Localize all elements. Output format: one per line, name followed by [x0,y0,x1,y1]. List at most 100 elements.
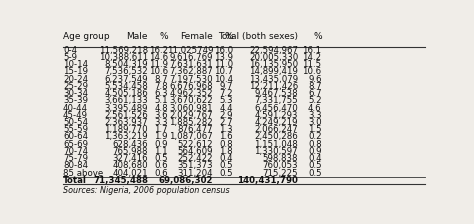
Text: 0.8: 0.8 [308,140,322,149]
Text: 404,021: 404,021 [112,168,148,177]
Text: 10.6: 10.6 [149,67,168,76]
Text: 0-4: 0-4 [63,46,77,55]
Text: 3.0: 3.0 [308,118,322,127]
Text: 7,362,887: 7,362,887 [169,67,213,76]
Text: 6,237,549: 6,237,549 [104,75,148,84]
Text: 16.2: 16.2 [149,46,168,55]
Text: 8.7: 8.7 [308,82,322,91]
Text: 7,197,530: 7,197,530 [170,75,213,84]
Text: 0.5: 0.5 [219,161,233,170]
Text: 0.2: 0.2 [308,132,322,141]
Text: 85 above: 85 above [63,168,103,177]
Text: 1,087,067: 1,087,067 [169,132,213,141]
Text: 1.6: 1.6 [219,132,233,141]
Text: 16.1: 16.1 [302,46,322,55]
Text: 80-84: 80-84 [63,161,88,170]
Text: 45-49: 45-49 [63,111,88,120]
Text: %: % [313,32,322,41]
Text: 9.6: 9.6 [308,75,322,84]
Text: 1,189,770: 1,189,770 [104,125,148,134]
Text: 10.6: 10.6 [302,67,322,76]
Text: 564,609: 564,609 [178,147,213,156]
Text: 69,086,302: 69,086,302 [159,176,213,185]
Text: 311,204: 311,204 [177,168,213,177]
Text: %: % [159,32,168,41]
Text: 3.3: 3.3 [308,111,322,120]
Text: 0.6: 0.6 [154,168,168,177]
Text: 15-19: 15-19 [63,67,88,76]
Text: 5.1: 5.1 [154,96,168,105]
Text: 10,388,611: 10,388,611 [99,53,148,62]
Text: 13.9: 13.9 [214,53,233,62]
Text: 760,053: 760,053 [263,161,298,170]
Text: 71,345,488: 71,345,488 [93,176,148,185]
Text: 3.6: 3.6 [154,111,168,120]
Text: 2,363,937: 2,363,937 [104,118,148,127]
Text: 0.9: 0.9 [155,140,168,149]
Text: 55-59: 55-59 [63,125,88,134]
Text: 3,060,981: 3,060,981 [170,103,213,112]
Text: 40-44: 40-44 [63,103,88,112]
Text: 6,456,470: 6,456,470 [255,103,298,112]
Text: Age group: Age group [63,32,109,41]
Text: 1.8: 1.8 [219,147,233,156]
Text: 351,373: 351,373 [177,161,213,170]
Text: 0.4: 0.4 [219,154,233,163]
Text: Sources: Nigeria, 2006 population census: Sources: Nigeria, 2006 population census [63,186,229,195]
Text: 35-39: 35-39 [63,96,88,105]
Text: 2,561,526: 2,561,526 [104,111,148,120]
Text: 11,025749: 11,025749 [166,46,213,55]
Text: 2,066,247: 2,066,247 [255,125,298,134]
Text: 14.6: 14.6 [149,53,168,62]
Text: 1.1: 1.1 [154,147,168,156]
Text: 70-74: 70-74 [63,147,88,156]
Text: 25-29: 25-29 [63,82,88,91]
Text: 252,422: 252,422 [177,154,213,163]
Text: 408,680: 408,680 [112,161,148,170]
Text: 598,838: 598,838 [263,154,298,163]
Text: Total (both sexes): Total (both sexes) [218,32,298,41]
Text: 4.4: 4.4 [219,103,233,112]
Text: 65-69: 65-69 [63,140,88,149]
Text: 0.5: 0.5 [154,154,168,163]
Text: 2,450,286: 2,450,286 [255,132,298,141]
Text: 50-54: 50-54 [63,118,88,127]
Text: 75-79: 75-79 [63,154,88,163]
Text: 13,435,079: 13,435,079 [249,75,298,84]
Text: 11.9: 11.9 [149,60,168,69]
Text: 8,504,319: 8,504,319 [104,60,148,69]
Text: 3,670,622: 3,670,622 [169,96,213,105]
Text: Male: Male [127,32,148,41]
Text: 0.4: 0.4 [308,154,322,163]
Text: 0.5: 0.5 [308,168,322,177]
Text: 3,661,133: 3,661,133 [104,96,148,105]
Text: 2.7: 2.7 [219,118,233,127]
Text: 0.5: 0.5 [308,161,322,170]
Text: 522,612: 522,612 [177,140,213,149]
Text: 7,631,631: 7,631,631 [169,60,213,69]
Text: 4,591,293: 4,591,293 [255,111,298,120]
Text: 12,211,426: 12,211,426 [249,82,298,91]
Text: 1,330,597: 1,330,597 [255,147,298,156]
Text: 1,885,282: 1,885,282 [169,118,213,127]
Text: 5.3: 5.3 [219,96,233,105]
Text: 7.2: 7.2 [219,89,233,98]
Text: 4,505,186: 4,505,186 [104,89,148,98]
Text: 2.9: 2.9 [219,111,233,120]
Text: 4,249,219: 4,249,219 [255,118,298,127]
Text: 0.5: 0.5 [219,168,233,177]
Text: 30-34: 30-34 [63,89,88,98]
Text: 5-9: 5-9 [63,53,77,62]
Text: 6.7: 6.7 [308,89,322,98]
Text: 4,962,352: 4,962,352 [170,89,213,98]
Text: 715,225: 715,225 [263,168,298,177]
Text: 16.0: 16.0 [214,46,233,55]
Text: 4.8: 4.8 [154,103,168,112]
Text: 60-64: 60-64 [63,132,88,141]
Text: 1.3: 1.3 [219,125,233,134]
Text: 7.8: 7.8 [154,82,168,91]
Text: 5,534,458: 5,534,458 [104,82,148,91]
Text: 628,436: 628,436 [112,140,148,149]
Text: 2,029,767: 2,029,767 [170,111,213,120]
Text: 11,569,218: 11,569,218 [99,46,148,55]
